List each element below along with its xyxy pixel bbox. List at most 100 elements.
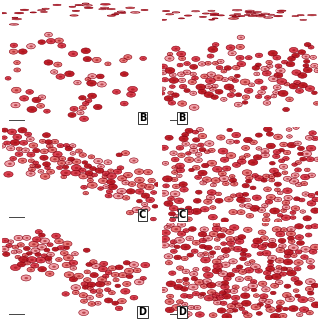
Circle shape [241,205,244,206]
Circle shape [92,297,100,302]
Circle shape [28,255,38,261]
Circle shape [293,289,299,292]
Circle shape [172,88,180,92]
Circle shape [179,169,182,172]
Circle shape [108,158,111,161]
Circle shape [174,172,176,173]
Circle shape [260,294,268,299]
Circle shape [306,259,314,264]
Circle shape [203,54,205,56]
Circle shape [59,159,69,164]
Circle shape [199,97,202,98]
Circle shape [201,135,204,137]
Circle shape [267,65,273,69]
Circle shape [229,141,232,143]
Circle shape [31,156,41,162]
Circle shape [87,302,93,306]
Circle shape [62,143,70,148]
Circle shape [209,313,217,317]
Circle shape [255,64,261,68]
Circle shape [249,87,255,91]
Circle shape [271,176,273,177]
Circle shape [86,58,89,60]
Circle shape [176,279,182,283]
Circle shape [268,174,275,179]
Circle shape [20,257,30,262]
Circle shape [77,292,86,297]
Circle shape [182,138,186,140]
Circle shape [85,99,92,103]
Circle shape [92,178,98,181]
Circle shape [292,212,294,213]
Circle shape [286,128,292,131]
Circle shape [247,278,250,279]
Circle shape [261,62,264,64]
Circle shape [170,151,177,156]
Circle shape [223,101,225,102]
Circle shape [244,288,247,290]
Circle shape [288,244,298,251]
Circle shape [164,254,173,259]
Circle shape [210,291,213,293]
Circle shape [228,246,235,250]
Circle shape [16,69,19,71]
Circle shape [53,239,56,241]
Circle shape [289,233,293,235]
Circle shape [67,252,69,253]
Circle shape [285,207,288,208]
Circle shape [202,267,210,272]
Circle shape [165,307,174,313]
Circle shape [102,296,106,299]
Circle shape [267,96,273,100]
Circle shape [44,167,49,171]
Circle shape [261,204,268,208]
Circle shape [260,93,263,95]
Circle shape [29,45,33,47]
Circle shape [279,159,285,163]
Circle shape [118,299,126,303]
Circle shape [197,95,203,99]
Circle shape [113,89,121,94]
Circle shape [257,207,266,212]
Circle shape [287,227,295,232]
Circle shape [233,183,236,185]
Circle shape [100,309,102,310]
Circle shape [20,231,27,235]
Circle shape [192,208,202,214]
Circle shape [178,280,180,282]
Circle shape [301,63,310,68]
Circle shape [304,248,308,251]
Circle shape [83,167,90,171]
Circle shape [295,224,303,229]
Circle shape [112,14,119,15]
Circle shape [236,141,238,142]
Circle shape [300,307,309,312]
Circle shape [275,188,280,192]
Circle shape [255,268,262,273]
Circle shape [98,291,104,295]
Circle shape [310,87,313,88]
Circle shape [109,195,112,196]
Circle shape [49,40,53,42]
Circle shape [169,82,171,84]
Circle shape [27,107,37,112]
Circle shape [310,299,313,300]
Circle shape [80,175,84,177]
Circle shape [245,276,252,281]
Circle shape [56,64,60,66]
Circle shape [220,100,227,103]
Circle shape [203,279,212,284]
Circle shape [258,148,260,149]
Circle shape [268,49,277,54]
Circle shape [172,305,181,310]
Circle shape [176,246,178,248]
Circle shape [198,295,204,298]
Circle shape [137,284,140,285]
Circle shape [179,165,182,167]
Circle shape [237,159,246,164]
Circle shape [5,76,11,80]
Circle shape [177,208,185,213]
Circle shape [263,90,265,91]
Circle shape [225,255,227,257]
Circle shape [195,152,202,156]
